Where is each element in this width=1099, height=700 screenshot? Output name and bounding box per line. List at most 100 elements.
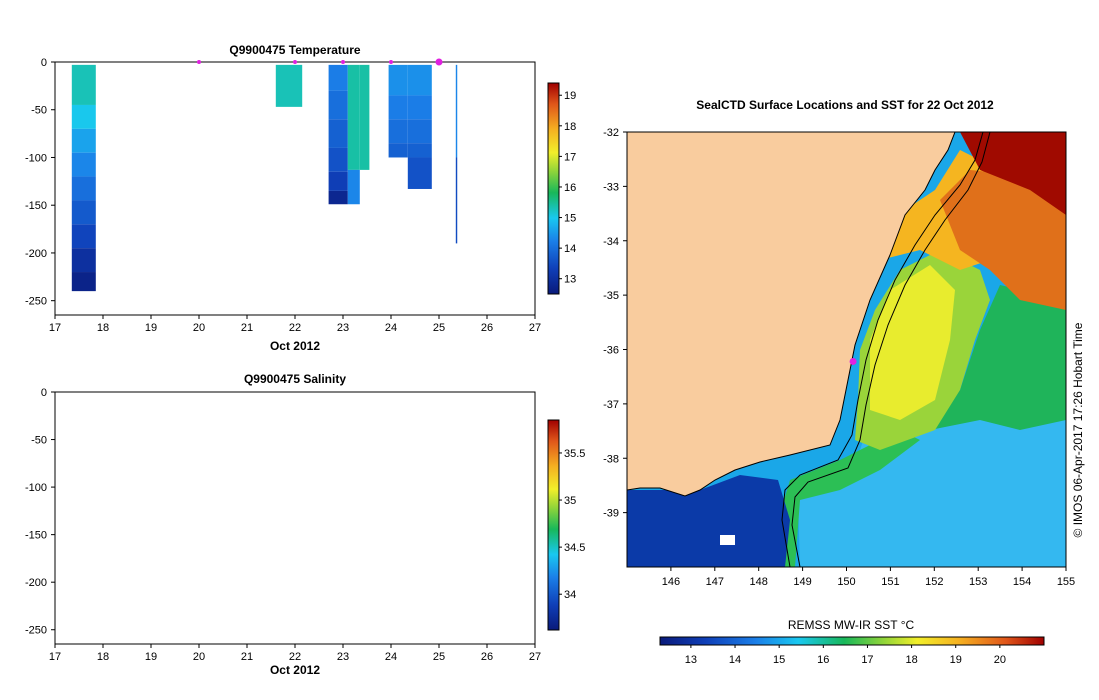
temperature-profile-cell — [71, 272, 96, 292]
map-title: SealCTD Surface Locations and SST for 22… — [696, 98, 994, 112]
temperature-profile-cell — [407, 119, 432, 144]
temperature-colorbar-tick-label: 15 — [564, 213, 576, 225]
temperature-profile-marker — [341, 60, 345, 64]
temperature-profile-cell — [347, 169, 360, 205]
map-lon-tick-label: 155 — [1057, 576, 1075, 588]
sst-region-yellow-core — [870, 265, 955, 420]
salinity-x-tick-label: 18 — [97, 651, 109, 663]
salinity-x-tick-label: 27 — [529, 651, 541, 663]
temperature-profile-cell — [407, 157, 432, 189]
temperature-colorbar-tick-label: 18 — [564, 121, 576, 133]
salinity-y-ticks: 0 -50 -100 -150 -200 -250 — [25, 387, 55, 637]
temperature-profile-cell — [407, 143, 432, 158]
map-colorbar-tick-label: 13 — [685, 654, 697, 666]
salinity-x-tick-label: 20 — [193, 651, 205, 663]
temperature-profile-cell — [388, 64, 408, 96]
salinity-x-label: Oct 2012 — [270, 663, 320, 677]
temperature-title: Q9900475 Temperature — [229, 43, 361, 57]
isobath-contour-outer — [791, 132, 991, 567]
map-colorbar-label: REMSS MW-IR SST °C — [788, 618, 915, 632]
salinity-y-tick-label: 0 — [41, 387, 47, 399]
temperature-x-tick-label: 20 — [193, 322, 205, 334]
temperature-profile-cell — [328, 90, 348, 120]
temperature-x-tick-label: 18 — [97, 322, 109, 334]
temperature-y-ticks: 0 -50 -100 -150 -200 -250 — [25, 57, 55, 308]
temperature-profile-cell — [71, 152, 96, 177]
temperature-y-tick-label: -150 — [25, 200, 47, 212]
map-colorbar — [659, 636, 1045, 646]
salinity-panel: Q9900475 Salinity 17 18 19 20 21 22 23 24 25 26 27… — [25, 372, 585, 677]
temperature-profile-cell — [275, 64, 303, 107]
temperature-profile-cell — [71, 64, 96, 105]
temperature-profile-cell — [71, 200, 96, 225]
temperature-profile-cell — [71, 248, 96, 273]
map-colorbar-tick-label: 18 — [905, 654, 917, 666]
temperature-y-tick-label: -100 — [25, 152, 47, 164]
salinity-x-tick-label: 24 — [385, 651, 397, 663]
sst-region-offshore-mid — [930, 285, 1066, 430]
salinity-colorbar-tick-label: 35 — [564, 495, 576, 507]
map-lat-tick-label: -36 — [603, 345, 619, 357]
map-colorbar-tick-label: 17 — [861, 654, 873, 666]
salinity-colorbar-tick-label: 34 — [564, 589, 576, 601]
temperature-profile-cell — [455, 64, 458, 158]
map-lat-tick-label: -32 — [603, 127, 619, 139]
temperature-profile-marker — [293, 60, 297, 64]
map-colorbar-tick-label: 19 — [950, 654, 962, 666]
salinity-plot-frame — [54, 391, 536, 645]
temperature-y-tick-label: -50 — [31, 105, 47, 117]
map-colorbar-tick-label: 14 — [729, 654, 741, 666]
map-lat-tick-label: -37 — [603, 399, 619, 411]
map-lon-tick-label: 149 — [793, 576, 811, 588]
temperature-profile-cell — [71, 176, 96, 201]
temperature-profile-cell — [71, 224, 96, 249]
map-colorbar-tick-label: 20 — [994, 654, 1006, 666]
salinity-y-tick-label: -250 — [25, 625, 47, 637]
sst-region-dark-orange — [940, 170, 1066, 310]
map-surface-locations — [849, 357, 857, 365]
temperature-profile-cell — [388, 119, 408, 144]
map-lat-tick-label: -33 — [603, 181, 619, 193]
temperature-profile-markers — [197, 58, 443, 66]
australian-coastline-land — [627, 132, 956, 497]
temperature-profile-cell — [388, 95, 408, 120]
map-lat-tick-label: -34 — [603, 236, 619, 248]
map-lon-tick-label: 152 — [925, 576, 943, 588]
temperature-profile-cell — [359, 64, 370, 170]
map-lon-ticks: 146 147 148 149 150 151 152 153 154 155 — [662, 567, 1075, 588]
salinity-y-tick-label: -50 — [31, 435, 47, 447]
temperature-x-ticks: 17 18 19 20 21 22 23 24 25 26 27 — [49, 315, 541, 334]
temperature-x-tick-label: 19 — [145, 322, 157, 334]
temperature-colorbar-tick-label: 13 — [564, 274, 576, 286]
temperature-profile-cell — [328, 147, 348, 172]
temperature-x-tick-label: 22 — [289, 322, 301, 334]
salinity-colorbar — [547, 419, 560, 631]
map-lon-tick-label: 147 — [706, 576, 724, 588]
temperature-y-tick-label: -200 — [25, 248, 47, 260]
temperature-x-tick-label: 27 — [529, 322, 541, 334]
temperature-profile-cell — [328, 119, 348, 148]
temperature-profile-cell — [328, 171, 348, 191]
salinity-x-tick-label: 19 — [145, 651, 157, 663]
map-lon-tick-label: 151 — [881, 576, 899, 588]
salinity-x-tick-label: 22 — [289, 651, 301, 663]
salinity-x-ticks: 17 18 19 20 21 22 23 24 25 26 27 — [49, 644, 541, 663]
map-lon-tick-label: 153 — [969, 576, 987, 588]
temperature-colorbar-ticks: 13 14 15 16 17 18 19 — [559, 90, 576, 286]
salinity-colorbar-tick-label: 35.5 — [564, 448, 585, 460]
temperature-y-tick-label: -250 — [25, 296, 47, 308]
map-lon-tick-label: 154 — [1013, 576, 1031, 588]
temperature-profile-cell — [407, 95, 432, 120]
temperature-profile-cell — [71, 128, 96, 153]
temperature-profile-cell — [455, 157, 458, 244]
temperature-colorbar-tick-label: 14 — [564, 243, 576, 255]
imos-credit: © IMOS 06-Apr-2017 17:26 Hobart Time — [1071, 322, 1085, 537]
map-lon-tick-label: 150 — [837, 576, 855, 588]
isobath-contour-inner — [781, 132, 984, 567]
map-colorbar-tick-label: 16 — [817, 654, 829, 666]
temperature-x-tick-label: 24 — [385, 322, 397, 334]
map-lat-tick-label: -38 — [603, 453, 619, 465]
temperature-x-tick-label: 21 — [241, 322, 253, 334]
salinity-colorbar-tick-label: 34.5 — [564, 542, 585, 554]
